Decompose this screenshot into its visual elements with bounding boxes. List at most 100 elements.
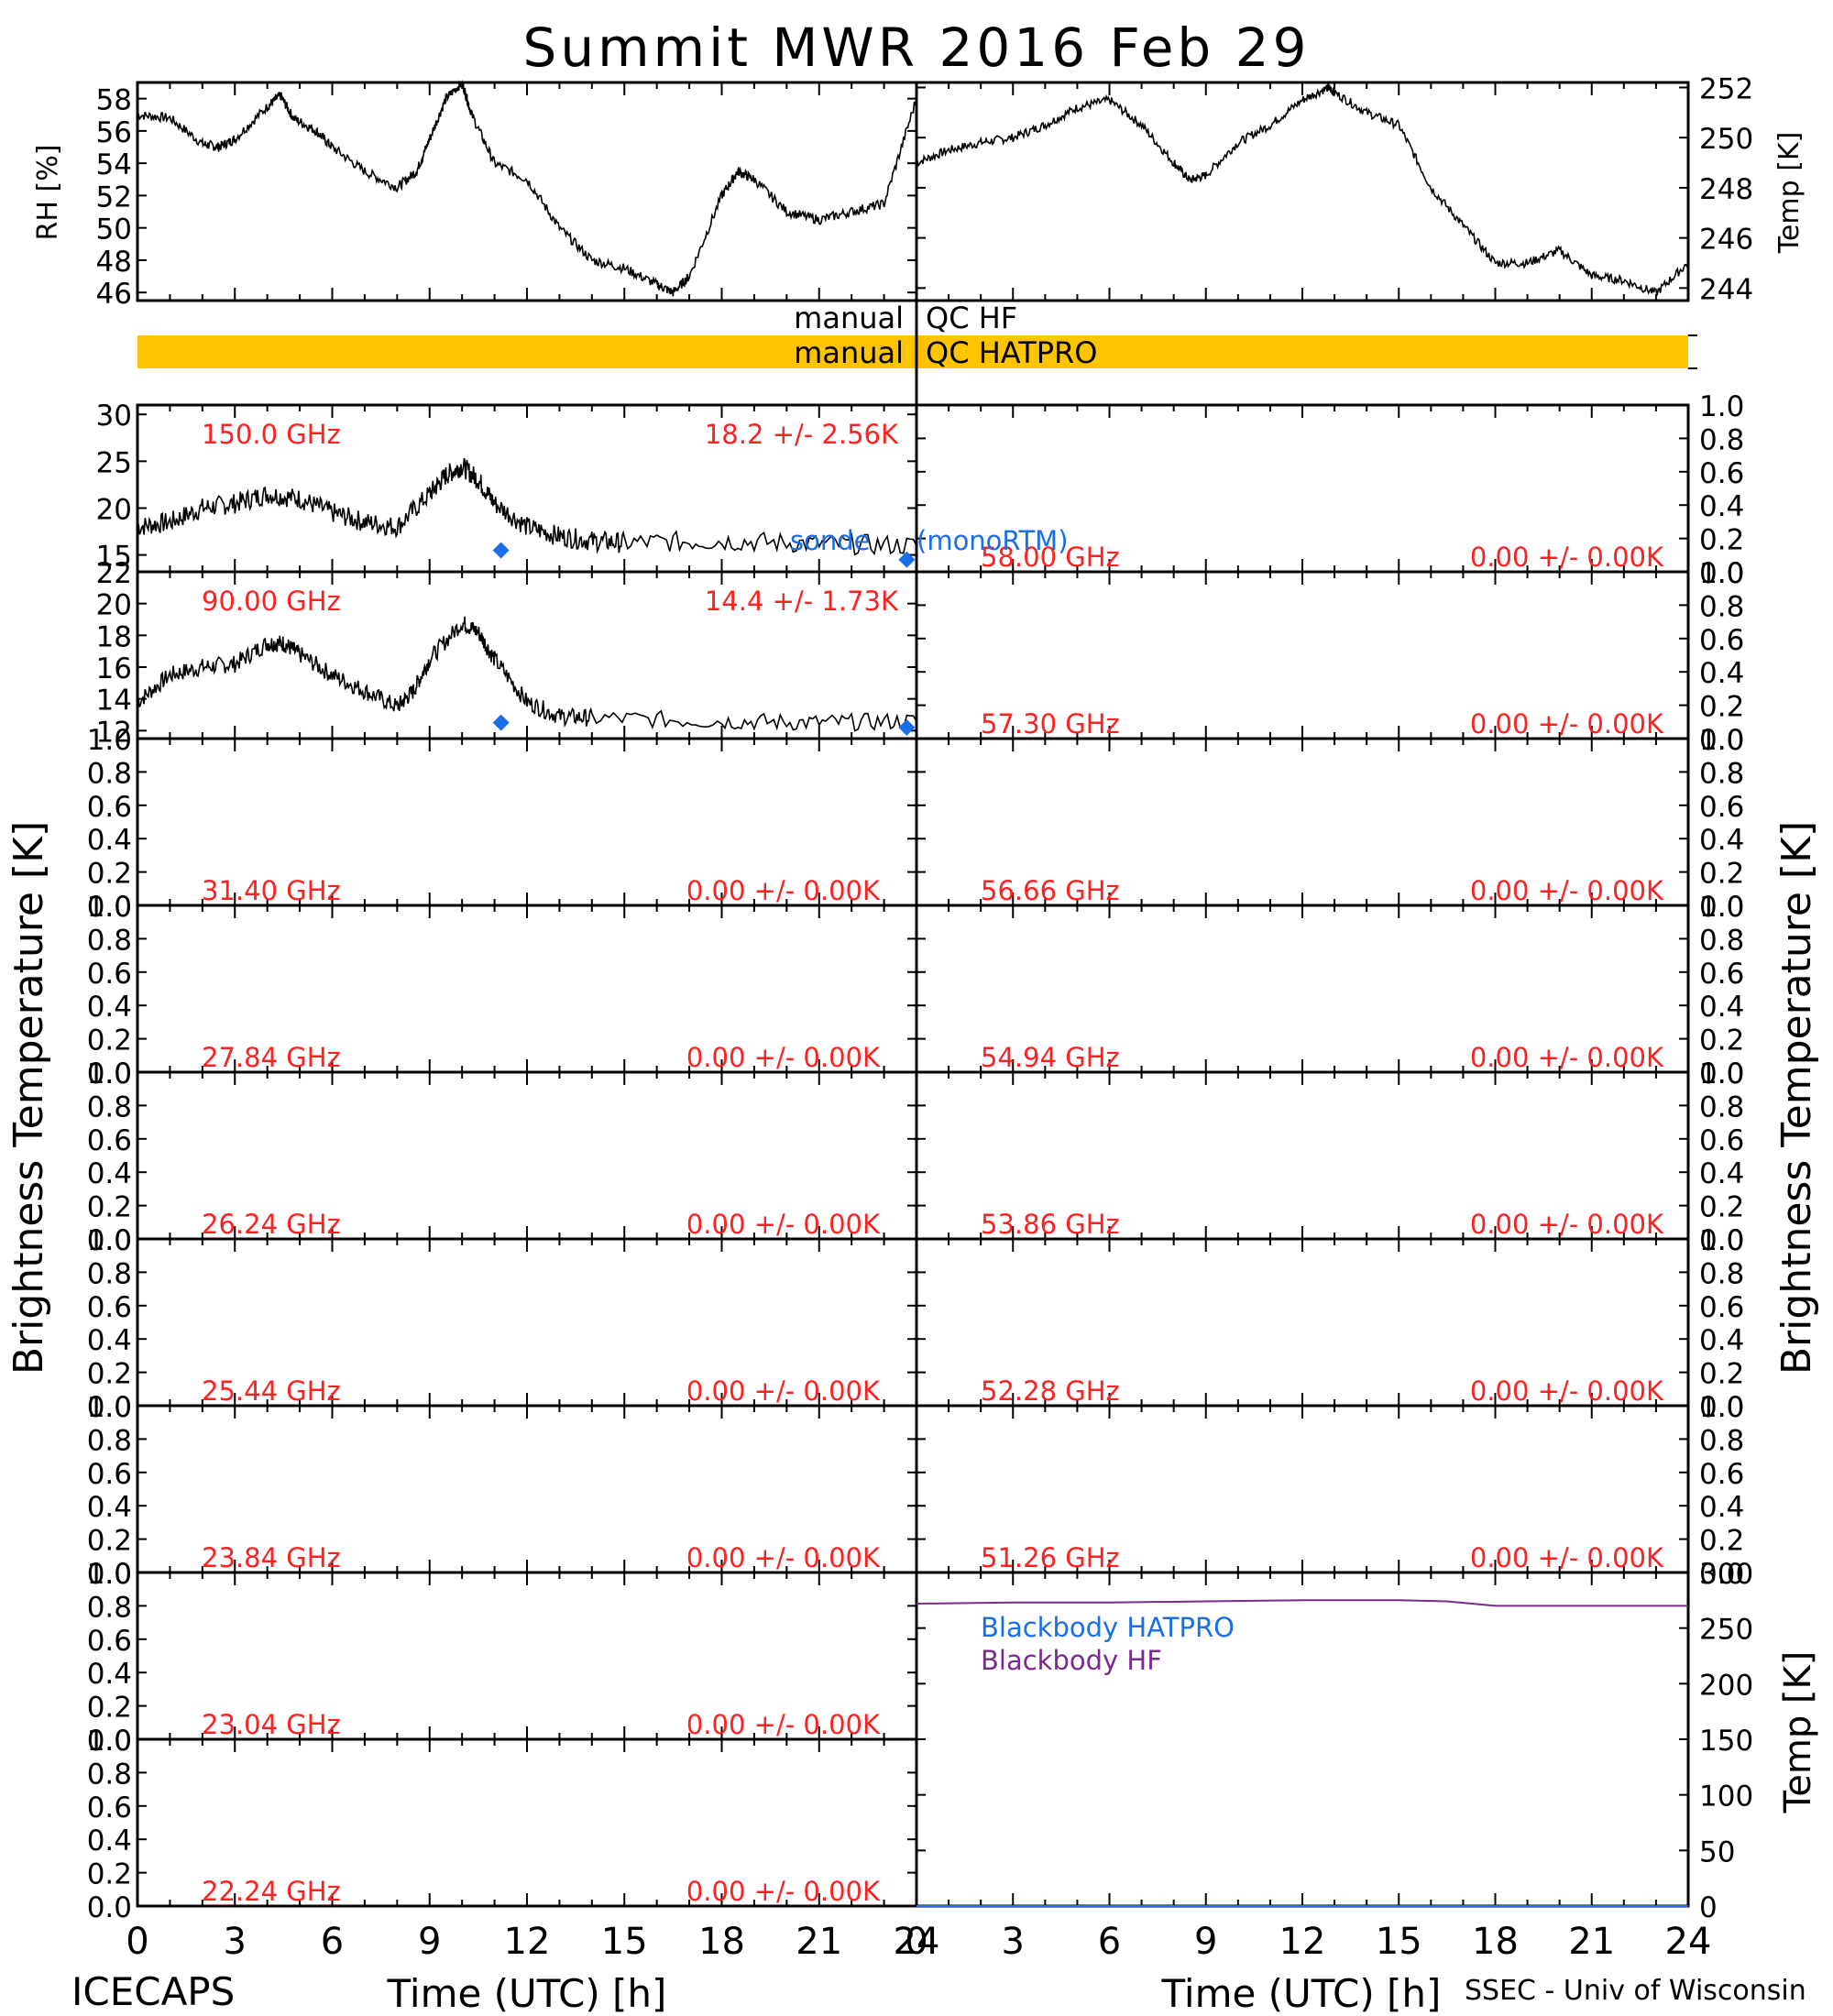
x-tick-label-right: 18 — [1472, 1921, 1519, 1963]
tb-right-panel-1-stat: 0.00 +/- 0.00K — [1470, 708, 1664, 740]
tb-right-panel-1-axis-ytick-label: 0.4 — [1699, 657, 1744, 690]
rh-axis-ytick-label: 56 — [96, 116, 132, 149]
tb-right-panel-3-freq: 54.94 GHz — [981, 1042, 1120, 1073]
tb-left-panel-4-axis-ytick-label: 1.0 — [87, 1057, 132, 1090]
tb-right-panel-1-axis-ytick-label: 0.2 — [1699, 691, 1744, 724]
tb-left-panel-7-axis-ytick-label: 0.8 — [87, 1591, 132, 1624]
tb-right-panel-6-axis-ytick-label: 0.4 — [1699, 1491, 1744, 1524]
tb-left-panel-5-axis-ytick-label: 0.0 — [87, 1391, 132, 1424]
tb-left-panel-3-axis-ytick-label: 0.8 — [87, 924, 132, 957]
tb-left-panel-3-freq: 27.84 GHz — [202, 1042, 341, 1073]
tb-left-panel-6-axis-ytick-label: 1.0 — [87, 1391, 132, 1424]
x-tick-label-left: 0 — [126, 1921, 148, 1963]
tb-left-panel-4-axis-ytick-label: 0.4 — [87, 1157, 132, 1190]
tb-left-panel-7-axis-ytick-label: 1.0 — [87, 1558, 132, 1591]
tb-left-panel-1-stat: 14.4 +/- 1.73K — [705, 586, 899, 617]
rh-axis-ytick-label: 58 — [96, 84, 132, 117]
tb-left-panel-7-stat: 0.00 +/- 0.00K — [686, 1709, 881, 1740]
tb-right-panel-5-axis-ytick-label: 0.8 — [1699, 1257, 1744, 1290]
tb-left-panel-5-axis-ytick-label: 1.0 — [87, 1224, 132, 1257]
tb-right-panel-2-axis-ytick-label: 0.0 — [1699, 891, 1744, 924]
x-tick-label-left: 18 — [698, 1921, 745, 1963]
tb-right-panel-4-stat: 0.00 +/- 0.00K — [1470, 1209, 1664, 1240]
tb-left-panel-6-axis-ytick-label: 0.6 — [87, 1458, 132, 1491]
tb-right-panel-6-axis-ytick-label: 0.8 — [1699, 1424, 1744, 1457]
tb-left-panel-6-axis-ytick-label: 0.2 — [87, 1525, 132, 1558]
tb-right-panel-5-axis-ytick-label: 1.0 — [1699, 1224, 1744, 1257]
blackbody-axis-ytick-label: 200 — [1699, 1669, 1753, 1702]
tb-left-panel-2-axis-ytick-label: 0.8 — [87, 757, 132, 790]
rh-axis-ytick-label: 52 — [96, 181, 132, 214]
tb-left-panel-7-axis-ytick-label: 0.4 — [87, 1658, 132, 1691]
blackbody-hf-legend: Blackbody HF — [981, 1645, 1162, 1676]
tb-right-panel-4-axis-ytick-label: 1.0 — [1699, 1057, 1744, 1090]
tb-left-panel-7-axis-ytick-label: 0.0 — [87, 1725, 132, 1758]
tb-left-panel-2-axis-ytick-label: 0.6 — [87, 791, 132, 824]
tb-right-panel-6-axis-ytick-label: 0.0 — [1699, 1558, 1744, 1591]
tb-right-panel-3-stat: 0.00 +/- 0.00K — [1470, 1042, 1664, 1073]
tb-left-panel-7-axis-ytick-label: 0.6 — [87, 1625, 132, 1658]
tb-right-panel-3-axis-ytick-label: 1.0 — [1699, 891, 1744, 924]
tb-left-panel-3-axis-ytick-label: 0.2 — [87, 1024, 132, 1057]
tb-left-panel-8-axis-ytick-label: 1.0 — [87, 1725, 132, 1758]
rh-ylabel: RH [%] — [32, 145, 64, 241]
tb-right-panel-0-axis-ytick-label: 0.4 — [1699, 490, 1744, 523]
tb-right-panel-2-axis-ytick-label: 1.0 — [1699, 724, 1744, 757]
tb-left-panel-1-axis-ytick-label: 18 — [96, 620, 132, 653]
air-temp-axis-ytick-label: 250 — [1699, 123, 1753, 156]
tb-right-panel-1-axis-ytick-label: 0.8 — [1699, 590, 1744, 623]
tb-left-panel-0-retrieval-point — [492, 542, 510, 559]
tb-left-panel-5-freq: 25.44 GHz — [202, 1375, 341, 1407]
tb-left-panel-1-freq: 90.00 GHz — [202, 586, 341, 617]
tb-left-panel-4-stat: 0.00 +/- 0.00K — [686, 1209, 881, 1240]
tb-left-panel-4-freq: 26.24 GHz — [202, 1209, 341, 1240]
figure-title: Summit MWR 2016 Feb 29 — [523, 16, 1311, 79]
tb-left-panel-1-axis-ytick-label: 20 — [96, 589, 132, 622]
blackbody-axis-ytick-label: 300 — [1699, 1558, 1753, 1591]
tb-left-panel-2-freq: 31.40 GHz — [202, 875, 341, 906]
tb-left-panel-7-freq: 23.04 GHz — [202, 1709, 341, 1740]
tb-left-panel-8-axis-ytick-label: 0.0 — [87, 1891, 132, 1924]
tb-left-panel-5-axis-ytick-label: 0.2 — [87, 1358, 132, 1391]
tb-left-panel-4-axis-ytick-label: 0.0 — [87, 1224, 132, 1257]
tb-left-panel-4-axis-ytick-label: 0.2 — [87, 1191, 132, 1224]
tb-right-panel-1-freq: 57.30 GHz — [981, 708, 1120, 740]
tb-right-panel-0-axis-ytick-label: 1.0 — [1699, 390, 1744, 423]
tb-left-panel-0-axis-ytick-label: 30 — [96, 400, 132, 433]
tb-left-panel-2-axis-ytick-label: 1.0 — [87, 724, 132, 757]
tb-left-panel-1-axis-ytick-label: 14 — [96, 685, 132, 718]
tb-left-panel-0-axis-ytick-label: 25 — [96, 446, 132, 479]
tb-right-panel-1-axis-ytick-label: 1.0 — [1699, 557, 1744, 590]
tb-right-panel-6-freq: 51.26 GHz — [981, 1542, 1120, 1573]
tb-right-panel-0-stat: 0.00 +/- 0.00K — [1470, 542, 1664, 573]
tb-left-panel-1-retrieval-point — [492, 714, 510, 731]
tb-left-panel-8-axis-ytick-label: 0.4 — [87, 1824, 132, 1857]
tb-right-panel-2-axis-ytick-label: 0.6 — [1699, 791, 1744, 824]
x-tick-label-right: 3 — [1002, 1921, 1025, 1963]
tb-right-panel-3-axis-ytick-label: 0.6 — [1699, 958, 1744, 991]
tb-left-panel-5-axis-ytick-label: 0.8 — [87, 1257, 132, 1290]
tb-left-panel-0-stat: 18.2 +/- 2.56K — [705, 419, 899, 450]
air-temp-panel-frame — [915, 81, 1690, 302]
tb-left-panel-3-axis-ytick-label: 1.0 — [87, 891, 132, 924]
qc-hf-right: QC HF — [926, 301, 1017, 335]
tb-ylabel-right: Brightness Temperature [K] — [1773, 821, 1820, 1375]
tb-right-panel-3-axis-ytick-label: 0.0 — [1699, 1057, 1744, 1090]
footer-left: ICECAPS — [71, 1969, 235, 2014]
blackbody-hf-series — [916, 1599, 1688, 1607]
tb-left-panel-7-axis-ytick-label: 0.2 — [87, 1692, 132, 1725]
tb-left-panel-5-stat: 0.00 +/- 0.00K — [686, 1375, 881, 1407]
tb-right-panel-0-axis-ytick-label: 0.8 — [1699, 423, 1744, 456]
x-tick-label-right: 24 — [1665, 1921, 1712, 1963]
tb-left-panel-8-axis-ytick-label: 0.2 — [87, 1858, 132, 1891]
tb-right-panel-4-axis-ytick-label: 0.8 — [1699, 1090, 1744, 1123]
tb-left-panel-0-series — [137, 457, 917, 556]
tb-ylabel-left: Brightness Temperature [K] — [5, 821, 52, 1375]
tb-left-panel-4-axis-ytick-label: 0.6 — [87, 1124, 132, 1157]
tb-right-panel-2-stat: 0.00 +/- 0.00K — [1470, 875, 1664, 906]
rh-axis-ytick-label: 54 — [96, 148, 132, 181]
tb-left-panel-2-axis-ytick-label: 0.4 — [87, 824, 132, 857]
tb-right-panel-4-axis-ytick-label: 0.0 — [1699, 1224, 1744, 1257]
x-axis-label-left: Time (UTC) [h] — [387, 1971, 667, 2016]
tb-right-panel-0-axis-ytick-label: 0.2 — [1699, 524, 1744, 557]
